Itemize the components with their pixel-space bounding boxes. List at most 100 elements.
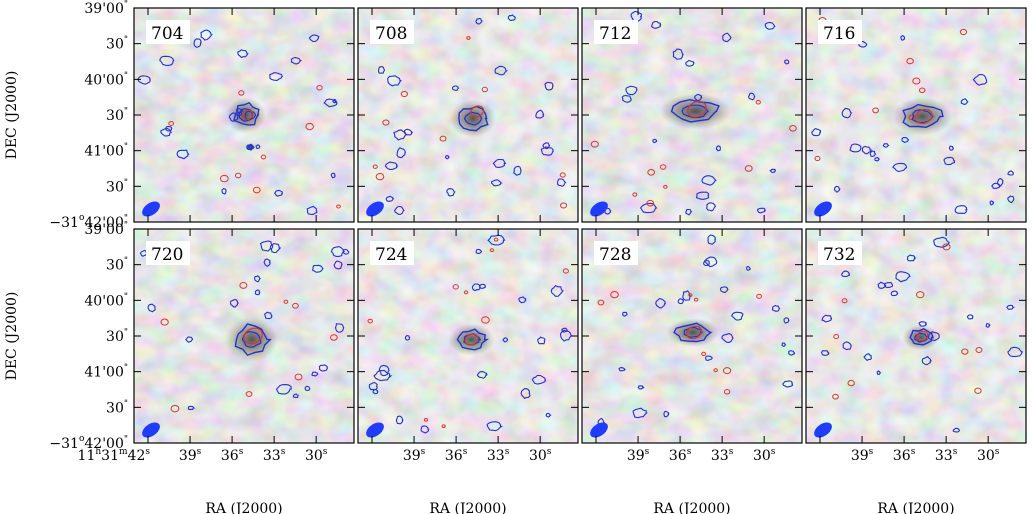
noise-contour-positive: [677, 298, 685, 305]
noise-contour-positive: [960, 98, 969, 105]
noise-contour-positive: [719, 286, 729, 294]
noise-contour-positive: [537, 336, 546, 345]
noise-contour-positive: [781, 342, 787, 348]
noise-contour-positive: [715, 145, 721, 152]
panel-image: 728: [582, 229, 802, 443]
emission-contour: [233, 101, 260, 126]
x-tick-label: 36s: [893, 447, 916, 464]
noise-contour-positive: [651, 20, 662, 29]
noise-contour-negative: [814, 155, 821, 162]
noise-contour-positive: [263, 258, 271, 267]
noise-contour-positive: [874, 156, 881, 162]
noise-contour-positive: [882, 143, 890, 148]
y-tick-label: 39'00": [84, 221, 128, 238]
noise-contour-positive: [682, 290, 691, 301]
x-tick-label: 33s: [487, 447, 510, 464]
noise-contour-positive: [187, 405, 196, 410]
y-tick-label: 30": [106, 36, 128, 53]
noise-contour-positive: [494, 65, 508, 76]
noise-contour-positive: [193, 38, 202, 48]
beam-ellipse: [142, 422, 160, 438]
noise-contour-positive: [492, 158, 507, 168]
y-tick-label: 30": [106, 107, 128, 124]
noise-contour-positive: [746, 265, 751, 272]
noise-contour-negative: [316, 84, 323, 91]
noise-contour-positive: [705, 355, 714, 361]
noise-contour-positive: [561, 327, 569, 333]
x-axis-title: RA (J2000): [205, 501, 282, 514]
panel-724: 724: [357, 228, 579, 444]
noise-contour-negative: [330, 334, 338, 341]
emission-shade: [892, 97, 953, 136]
noise-contour-positive: [545, 412, 552, 418]
noise-contour-negative: [493, 237, 499, 242]
noise-contour-negative: [942, 243, 951, 251]
noise-contour-negative: [245, 391, 253, 397]
noise-contour-positive: [869, 150, 877, 157]
noise-contour-positive: [769, 168, 777, 174]
noise-contour-negative: [974, 387, 982, 394]
panel-image: 732: [806, 229, 1026, 443]
emission-shade: [666, 318, 720, 347]
noise-contour-positive: [694, 93, 703, 102]
noise-contour-negative: [168, 121, 174, 126]
emission-contour: [670, 98, 720, 123]
noise-contour-negative: [713, 368, 718, 373]
noise-contour-positive: [292, 393, 299, 398]
x-tick-label: 39s: [179, 447, 202, 464]
noise-contour-positive: [621, 94, 632, 103]
noise-contour-positive: [475, 248, 483, 254]
noise-contour-positive: [625, 85, 638, 96]
peak-contour: [687, 100, 707, 118]
noise-contour-positive: [783, 317, 790, 324]
emission-shade: [902, 324, 940, 351]
noise-contour-positive: [787, 350, 795, 356]
noise-contour-positive: [311, 371, 319, 377]
noise-contour-positive: [640, 202, 658, 214]
panel-728: 728: [581, 228, 803, 444]
noise-contour-negative: [906, 57, 914, 65]
noise-contour-positive: [394, 205, 405, 215]
axes-layer: 39'00" 30" 40'00" 30" 41'00" 30" −31o42'00" DEC…: [4, 0, 1000, 514]
velocity-label-bg: [594, 20, 638, 44]
noise-contour-positive: [159, 55, 175, 66]
noise-contour-negative: [160, 318, 169, 326]
noise-contour-negative: [841, 298, 848, 304]
x-axis-title: RA (J2000): [429, 501, 506, 514]
panel-image: 712: [582, 8, 802, 222]
noise-contour-positive: [372, 388, 379, 395]
noise-contour-positive: [927, 331, 940, 341]
noise-contour-positive: [334, 323, 345, 333]
emission-contour-inner: [247, 145, 254, 149]
panel-image: 704: [134, 8, 354, 222]
emission-shade: [449, 99, 497, 138]
velocity-label-bg: [818, 241, 862, 265]
noise-contour-negative: [961, 348, 969, 355]
noise-contour-negative: [481, 86, 488, 93]
noise-contour-positive: [387, 75, 402, 87]
noise-contour-negative: [847, 379, 855, 387]
noise-contour-negative: [723, 389, 731, 395]
noise-contour-positive: [330, 246, 346, 257]
noise-contour-positive: [1007, 195, 1015, 204]
noise-contour-positive: [275, 384, 292, 395]
noise-contour-positive: [991, 182, 1001, 189]
emission-shade: [226, 97, 266, 133]
noise-contour-positive: [229, 299, 239, 308]
noise-contour-positive: [560, 329, 572, 342]
noise-contour-negative: [918, 87, 926, 94]
beam-ellipse: [814, 201, 832, 217]
noise-contour-positive: [513, 165, 522, 176]
noise-contour-positive: [385, 195, 395, 202]
noise-contour-positive: [478, 283, 486, 289]
noise-contour-positive: [972, 73, 988, 86]
noise-contour-negative: [755, 99, 761, 105]
y-tick-label: 39'00": [84, 0, 128, 17]
beam-ellipse: [366, 422, 384, 438]
noise-contour-positive: [943, 156, 956, 166]
velocity-label: 720: [151, 245, 183, 265]
noise-contour-negative: [663, 184, 668, 189]
panels-layer: 704 708 712 716 720 724 728 732: [133, 7, 1027, 444]
noise-contour-positive: [490, 179, 503, 187]
velocity-label: 724: [375, 245, 407, 265]
